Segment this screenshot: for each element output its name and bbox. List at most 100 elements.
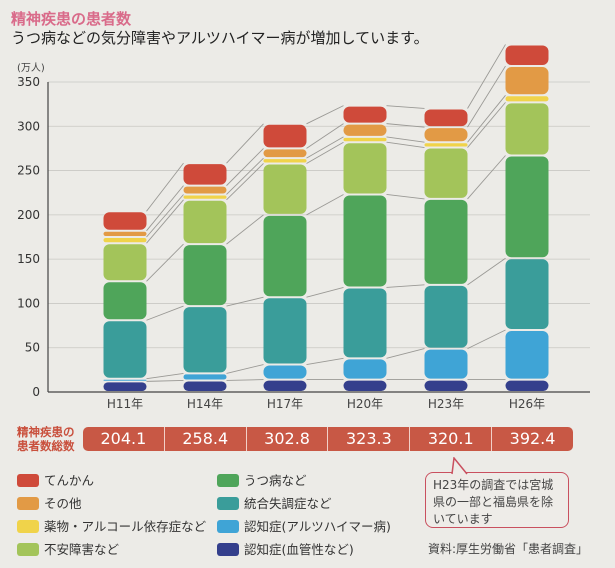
connector-line [467,95,506,143]
connector-line [467,329,506,350]
x-tick-label: H26年 [509,397,545,411]
bar-segment [263,380,307,391]
legend-item-vascular-dementia: 認知症(血管性など) [217,542,354,558]
bar-segment [505,156,549,258]
legend-item-substance: 薬物・アルコール依存症など [17,519,206,535]
bar-segment [263,164,307,214]
legend-swatch [17,520,39,533]
bar-segment [343,288,387,358]
bar-segment [505,45,549,66]
bar-segment [424,380,468,391]
connector-line [306,136,344,159]
axis: 0 50 100 150 200 250 300 350 H11年 H14年 H17年 H20年 H23… [17,75,590,411]
connector-line [467,65,506,128]
y-tick-label: 200 [17,208,40,222]
bar-segment [103,231,147,236]
connector-line [386,194,425,200]
connector-line [226,379,264,381]
connector-line [386,284,425,288]
bar-segment [343,359,387,379]
bar-segment [343,137,387,142]
connector-lines [146,44,506,382]
page-title: 精神疾患の患者数 [11,10,132,28]
legend-swatch [17,497,39,510]
legend-label: うつ病など [244,473,307,488]
bar-segment [103,321,147,378]
legend-label: てんかん [44,473,95,488]
connector-line [226,163,264,201]
connector-line [146,162,184,212]
legend-label: その他 [44,496,82,511]
bar-segment [183,374,227,380]
bar-segment [183,195,227,199]
connector-line [146,185,184,232]
bar-segment [103,379,147,381]
x-tick-label: H23年 [428,397,464,411]
y-tick-label: 0 [32,385,40,399]
connector-line [306,357,344,365]
bar-segment [263,298,307,364]
connector-line [146,372,184,380]
bar-segment [183,381,227,391]
bar-segment [103,282,147,320]
total-value: 302.8 [245,427,328,451]
y-axis-unit-label: (万人) [17,62,45,74]
bar-segment [183,186,227,194]
legend-swatch [217,497,239,510]
totals-row-label: 精神疾患の 患者数総数 [17,425,87,453]
bar-segment [424,349,468,379]
y-tick-label: 300 [17,119,40,133]
bar-segment [103,238,147,243]
totals-label-line1: 精神疾患の [17,425,75,439]
bar-segment [263,124,307,148]
connector-line [306,105,344,125]
total-value: 320.1 [409,427,491,451]
connector-line [386,141,425,148]
connector-line [467,102,506,148]
connector-line [386,123,425,128]
bar-segment [183,307,227,373]
legend-label: 薬物・アルコール依存症など [44,519,207,534]
x-tick-label: H14年 [187,397,223,411]
connector-line [146,305,184,321]
bar-segment [424,199,468,284]
bar-segment [424,148,468,198]
connector-line [146,194,184,238]
bar-segment [505,96,549,102]
legend-label: 統合失調症など [244,496,332,511]
connector-line [467,257,506,286]
connector-line [386,348,425,359]
connector-line [306,194,344,216]
bar-segment [263,215,307,297]
bar-segment [183,200,227,244]
connector-line [386,136,425,143]
legend-label: 不安障害など [44,542,120,557]
total-value: 323.3 [327,427,409,451]
bar-segment [505,259,549,329]
source-credit: 資料:厚生労働省「患者調査」 [428,542,589,556]
bar-segment [424,128,468,142]
note-line: いています [433,512,493,526]
bar-segment [505,380,549,391]
callout-tail [451,457,468,475]
connector-line [146,199,184,244]
bar-segment [424,285,468,348]
x-tick-label: H17年 [267,397,303,411]
connector-line [226,123,264,164]
bar-segment [103,244,147,281]
bar-segment [343,380,387,391]
legend-label: 認知症(血管性など) [244,542,354,557]
page-subtitle: うつ病などの気分障害やアルツハイマー病が増加しています。 [11,29,429,47]
legend-swatch [217,520,239,533]
y-tick-label: 100 [17,296,40,310]
connector-line [146,243,184,282]
connector-line [226,148,264,186]
connector-line [467,155,506,200]
bar-segment [343,143,387,194]
note-line: 県の一部と福島県を除 [433,495,554,509]
connector-line [226,296,264,307]
legend-label: 認知症(アルツハイマー病) [244,519,391,534]
note-line: H23年の調査では宮城 [433,478,554,492]
y-tick-label: 150 [17,252,40,266]
bar-segment [263,159,307,163]
